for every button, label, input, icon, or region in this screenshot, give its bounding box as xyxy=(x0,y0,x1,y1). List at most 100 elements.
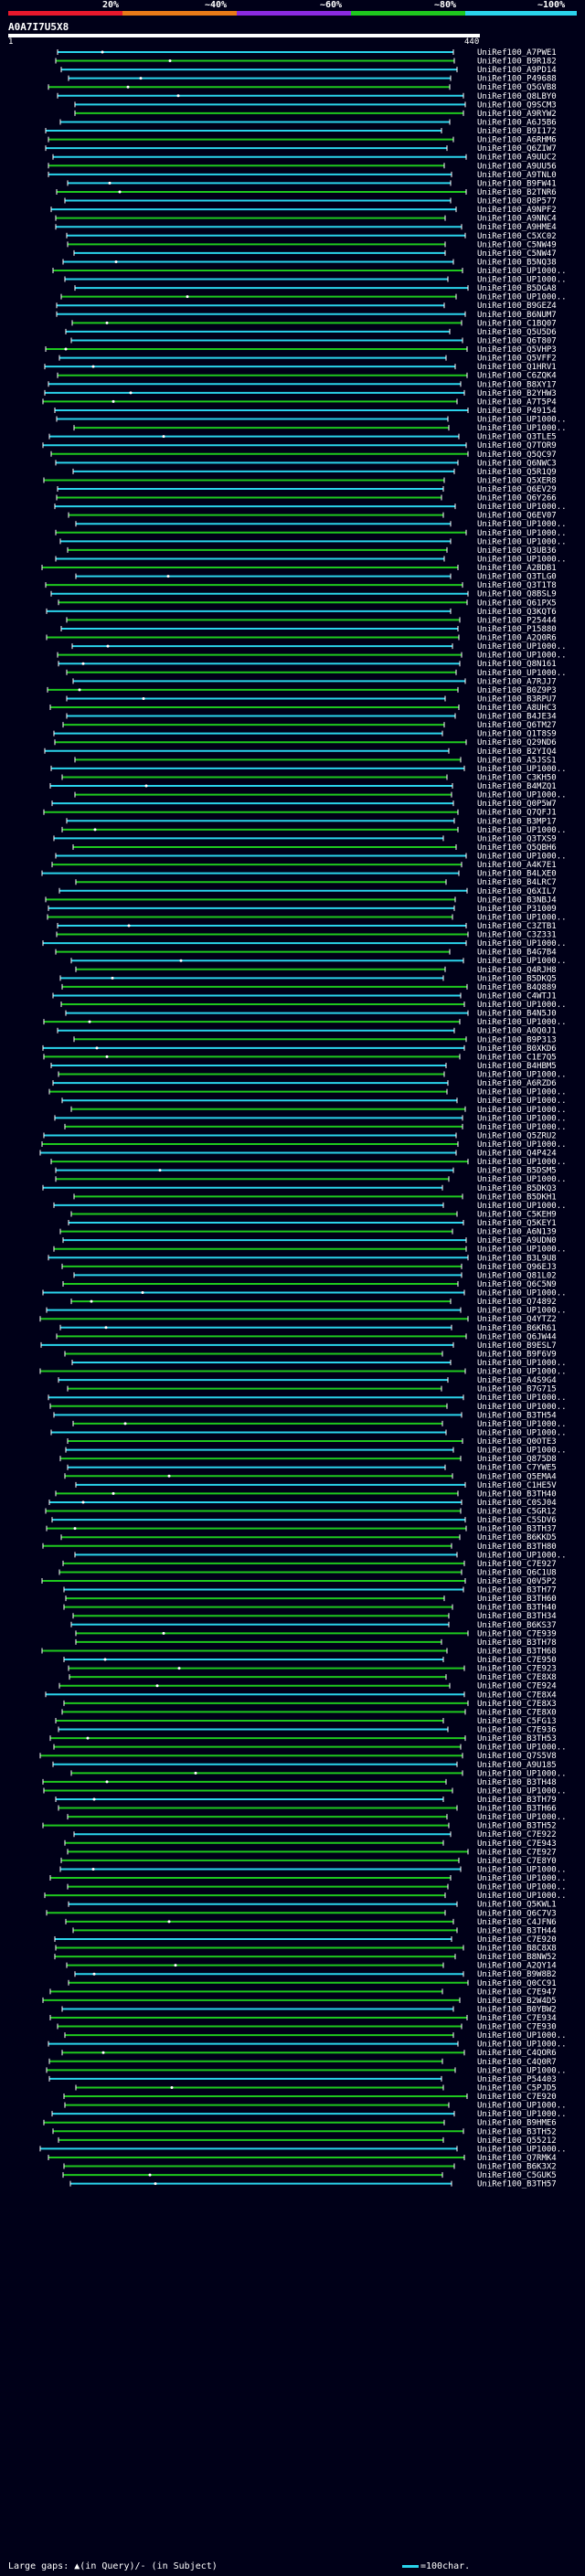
hit-row[interactable]: UniRef100_C4QOR6 xyxy=(61,2049,557,2058)
hit-row[interactable]: UniRef100_C7E923 xyxy=(68,1665,557,1674)
hit-label[interactable]: UniRef100_Q7RMK4 xyxy=(477,2154,557,2163)
hit-row[interactable]: UniRef100_B5DGA8 xyxy=(74,284,557,293)
hit-label[interactable]: UniRef100_UP1000.. xyxy=(477,2110,567,2119)
hit-label[interactable]: UniRef100_B9FW41 xyxy=(477,179,557,188)
hit-label[interactable]: UniRef100_A9TNL0 xyxy=(477,171,557,180)
hit-row[interactable]: UniRef100_UP1000.. xyxy=(50,1158,567,1167)
hit-row[interactable]: UniRef100_C4JFN6 xyxy=(65,1918,557,1927)
hit-row[interactable]: UniRef100_A7PWE1 xyxy=(57,48,557,58)
hit-label[interactable]: UniRef100_Q3T1T8 xyxy=(477,581,557,590)
hit-row[interactable]: UniRef100_A6RZD6 xyxy=(52,1079,557,1088)
hit-row[interactable]: UniRef100_C3KH50 xyxy=(61,773,557,782)
hit-label[interactable]: UniRef100_UP1000.. xyxy=(477,1394,567,1403)
hit-row[interactable]: UniRef100_B4G7B4 xyxy=(55,949,557,958)
hit-row[interactable]: UniRef100_B3TH54 xyxy=(53,1411,557,1420)
hit-label[interactable]: UniRef100_A6J5B6 xyxy=(477,118,557,127)
hit-row[interactable]: UniRef100_UP1000.. xyxy=(44,1892,567,1901)
hit-label[interactable]: UniRef100_UP1000.. xyxy=(477,2066,567,2075)
hit-row[interactable]: UniRef100_A9NPF2 xyxy=(50,206,557,215)
hit-label[interactable]: UniRef100_UP1000.. xyxy=(477,537,567,546)
hit-label[interactable]: UniRef100_UP1000.. xyxy=(477,1158,567,1167)
hit-label[interactable]: UniRef100_B5NQ38 xyxy=(477,258,557,267)
hit-row[interactable]: UniRef100_Q1HRV1 xyxy=(44,363,557,372)
hit-row[interactable]: UniRef100_Q6JW44 xyxy=(56,1332,557,1341)
hit-label[interactable]: UniRef100_A4K7E1 xyxy=(477,861,557,870)
hit-label[interactable]: UniRef100_Q1T8S9 xyxy=(477,730,557,739)
hit-label[interactable]: UniRef100_UP1000.. xyxy=(477,939,567,949)
hit-label[interactable]: UniRef100_A9UDN0 xyxy=(477,1236,557,1246)
hit-label[interactable]: UniRef100_C4WTJ1 xyxy=(477,991,557,1001)
hit-label[interactable]: UniRef100_Q4YTZ2 xyxy=(477,1315,557,1324)
hit-row[interactable]: UniRef100_UP1000.. xyxy=(52,267,567,276)
hit-row[interactable]: UniRef100_Q6EV29 xyxy=(57,485,557,494)
hit-label[interactable]: UniRef100_C1BQ07 xyxy=(477,319,557,328)
hit-label[interactable]: UniRef100_Q0OTE3 xyxy=(477,1437,557,1447)
hit-label[interactable]: UniRef100_A7PWE1 xyxy=(477,48,557,58)
hit-label[interactable]: UniRef100_Q6XIL7 xyxy=(477,887,557,896)
hit-label[interactable]: UniRef100_B2YIQ4 xyxy=(477,747,557,757)
hit-row[interactable]: UniRef100_B3TH34 xyxy=(72,1612,557,1621)
hit-label[interactable]: UniRef100_C7E927 xyxy=(477,1560,557,1569)
hit-row[interactable]: UniRef100_C7E8X3 xyxy=(63,1700,557,1709)
hit-row[interactable]: UniRef100_C5SDV6 xyxy=(51,1516,557,1525)
hit-label[interactable]: UniRef100_C5GUK5 xyxy=(477,2171,557,2180)
hit-label[interactable]: UniRef100_UP1000.. xyxy=(477,853,567,862)
hit-label[interactable]: UniRef100_UP1000.. xyxy=(477,765,567,774)
hit-label[interactable]: UniRef100_C4Q0R7 xyxy=(477,2058,557,2067)
hit-row[interactable]: UniRef100_Q9SCM3 xyxy=(74,101,557,110)
hit-label[interactable]: UniRef100_UP1000.. xyxy=(477,652,567,661)
hit-label[interactable]: UniRef100_B3L9U8 xyxy=(477,1254,557,1263)
hit-row[interactable]: UniRef100_B3TH40 xyxy=(55,1489,557,1499)
hit-label[interactable]: UniRef100_UP1000.. xyxy=(477,1428,567,1437)
hit-label[interactable]: UniRef100_B3TH44 xyxy=(477,1926,557,1935)
hit-label[interactable]: UniRef100_B3TH34 xyxy=(477,1612,557,1621)
hit-row[interactable]: UniRef100_UP1000.. xyxy=(46,1307,567,1316)
hit-row[interactable]: UniRef100_B3TH52 xyxy=(42,1822,557,1831)
hit-row[interactable]: UniRef100_B8XY17 xyxy=(48,380,557,389)
hit-row[interactable]: UniRef100_C1HE5V xyxy=(75,1481,557,1490)
hit-label[interactable]: UniRef100_Q5KWL1 xyxy=(477,1901,557,1910)
hit-row[interactable]: UniRef100_C7E920 xyxy=(63,2093,557,2102)
hit-row[interactable]: UniRef100_Q6ZIW7 xyxy=(45,144,557,154)
hit-row[interactable]: UniRef100_A8UHC3 xyxy=(49,704,557,713)
hit-label[interactable]: UniRef100_B0YBW2 xyxy=(477,2005,557,2014)
hit-label[interactable]: UniRef100_C5NW49 xyxy=(477,240,557,249)
hit-row[interactable]: UniRef100_B4LRC7 xyxy=(75,878,557,887)
hit-row[interactable]: UniRef100_C1BQ07 xyxy=(71,319,557,328)
hit-label[interactable]: UniRef100_B5DKH1 xyxy=(477,1193,557,1202)
hit-row[interactable]: UniRef100_Q6NWC3 xyxy=(55,459,557,468)
hit-label[interactable]: UniRef100_Q8P577 xyxy=(477,197,557,207)
hit-label[interactable]: UniRef100_B3NBJ4 xyxy=(477,896,557,905)
hit-row[interactable]: UniRef100_UP1000.. xyxy=(64,2031,567,2041)
hit-row[interactable]: UniRef100_Q81L02 xyxy=(73,1271,557,1280)
hit-label[interactable]: UniRef100_Q0P5W7 xyxy=(477,800,557,809)
hit-row[interactable]: UniRef100_B3TH37 xyxy=(46,1525,557,1534)
hit-row[interactable]: UniRef100_C4WTJ1 xyxy=(52,991,557,1001)
hit-label[interactable]: UniRef100_Q9SCM3 xyxy=(477,101,557,110)
hit-row[interactable]: UniRef100_Q5VFF2 xyxy=(58,355,557,364)
hit-row[interactable]: UniRef100_Q5VHP3 xyxy=(45,345,557,355)
hit-label[interactable]: UniRef100_C4JFN6 xyxy=(477,1918,557,1927)
hit-label[interactable]: UniRef100_C7E920 xyxy=(477,2093,557,2102)
hit-label[interactable]: UniRef100_A6N139 xyxy=(477,1228,557,1237)
hit-row[interactable]: UniRef100_C1E7Q5 xyxy=(43,1053,557,1062)
hit-label[interactable]: UniRef100_P49688 xyxy=(477,75,557,84)
hit-row[interactable]: UniRef100_Q6T807 xyxy=(70,336,557,345)
hit-label[interactable]: UniRef100_UP1000.. xyxy=(477,1123,567,1132)
hit-row[interactable]: UniRef100_Q4P424 xyxy=(39,1150,557,1159)
hit-row[interactable]: UniRef100_Q3TXS9 xyxy=(53,834,557,843)
hit-row[interactable]: UniRef100_UP1000.. xyxy=(42,939,567,949)
hit-row[interactable]: UniRef100_UP1000.. xyxy=(55,529,567,538)
hit-label[interactable]: UniRef100_A2QY14 xyxy=(477,1962,557,1971)
hit-row[interactable]: UniRef100_UP1000.. xyxy=(59,537,567,546)
hit-row[interactable]: UniRef100_Q55212 xyxy=(58,2136,557,2146)
hit-label[interactable]: UniRef100_B9HME6 xyxy=(477,2119,557,2128)
hit-row[interactable]: UniRef100_B6K3X2 xyxy=(63,2163,557,2172)
hit-label[interactable]: UniRef100_Q29ND6 xyxy=(477,738,557,747)
hit-label[interactable]: UniRef100_B9P313 xyxy=(477,1035,557,1044)
hit-row[interactable]: UniRef100_Q6TM27 xyxy=(62,721,557,730)
hit-label[interactable]: UniRef100_UP1000.. xyxy=(477,1892,567,1901)
hit-row[interactable]: UniRef100_B4HBM5 xyxy=(50,1062,557,1071)
hit-row[interactable]: UniRef100_A2Q0R6 xyxy=(46,634,557,643)
hit-row[interactable]: UniRef100_A9UU56 xyxy=(48,162,557,171)
